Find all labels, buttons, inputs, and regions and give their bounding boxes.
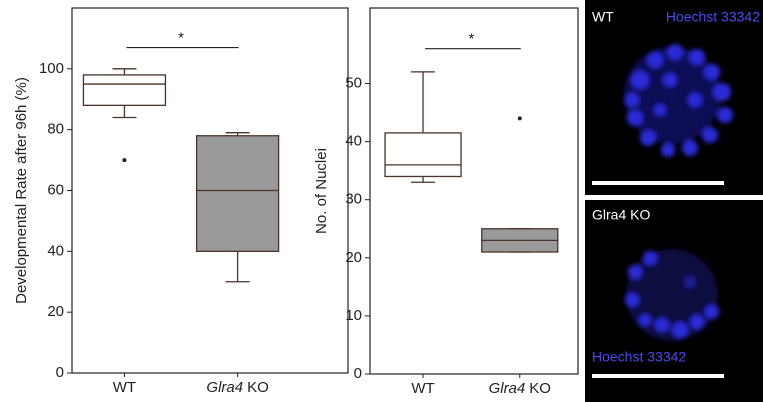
x-tick-label-part: Glra4 [489,380,526,397]
y-tick-label: 60 [47,181,64,198]
x-tick-label: Glra4 KO [206,379,268,396]
x-tick-label: Glra4 KO [489,380,551,397]
x-tick-label-part: Glra4 [206,379,243,396]
box [384,132,462,178]
box [195,135,280,252]
y-axis-label: Developmental Rate after 96h (%) [13,77,30,304]
image-label: WT [592,9,614,25]
y-tick-label: 40 [345,133,362,150]
stain-label: Hoechst 33342 [592,349,686,365]
nuclei [624,44,733,157]
y-tick-label: 20 [345,249,362,266]
image-panel: Glra4 KO Hoechst 33342 [585,200,763,402]
stain-label: Hoechst 33342 [666,9,760,25]
x-tick-label: WT [113,379,136,396]
image-label: Glra4 KO [592,207,650,223]
y-tick-label: 100 [39,60,64,77]
plot-frame [369,7,579,375]
box-chart: 0 10 20 30 40 50 No. of Nuclei WT Glra4 KO * [313,7,579,397]
y-tick-label: 80 [47,121,64,138]
y-tick-label: 10 [345,307,362,324]
nuclei [625,249,719,341]
y-tick-label: 50 [345,74,362,91]
y-axis-label: No. of Nuclei [313,148,330,234]
outlier [517,116,522,121]
box-chart: 0 20 40 60 80 100 Developmental Rate after 96h… [13,7,349,396]
x-tick-label: WT [411,380,434,397]
box [82,74,167,106]
y-tick-label: 0 [56,364,64,381]
significance-label: * [178,30,184,47]
x-tick-label-part: KO [529,380,551,397]
significance-label: * [468,31,474,48]
x-tick-label-part: WT [411,380,434,397]
y-tick-label: 40 [47,242,64,259]
x-tick-label-part: WT [113,379,136,396]
y-tick-label: 20 [47,303,64,320]
y-tick-label: 0 [354,365,362,382]
y-tick-label: 30 [345,191,362,208]
image-panel: WT Hoechst 33342 [585,0,763,195]
outlier [122,158,127,163]
x-tick-label-part: KO [247,379,269,396]
